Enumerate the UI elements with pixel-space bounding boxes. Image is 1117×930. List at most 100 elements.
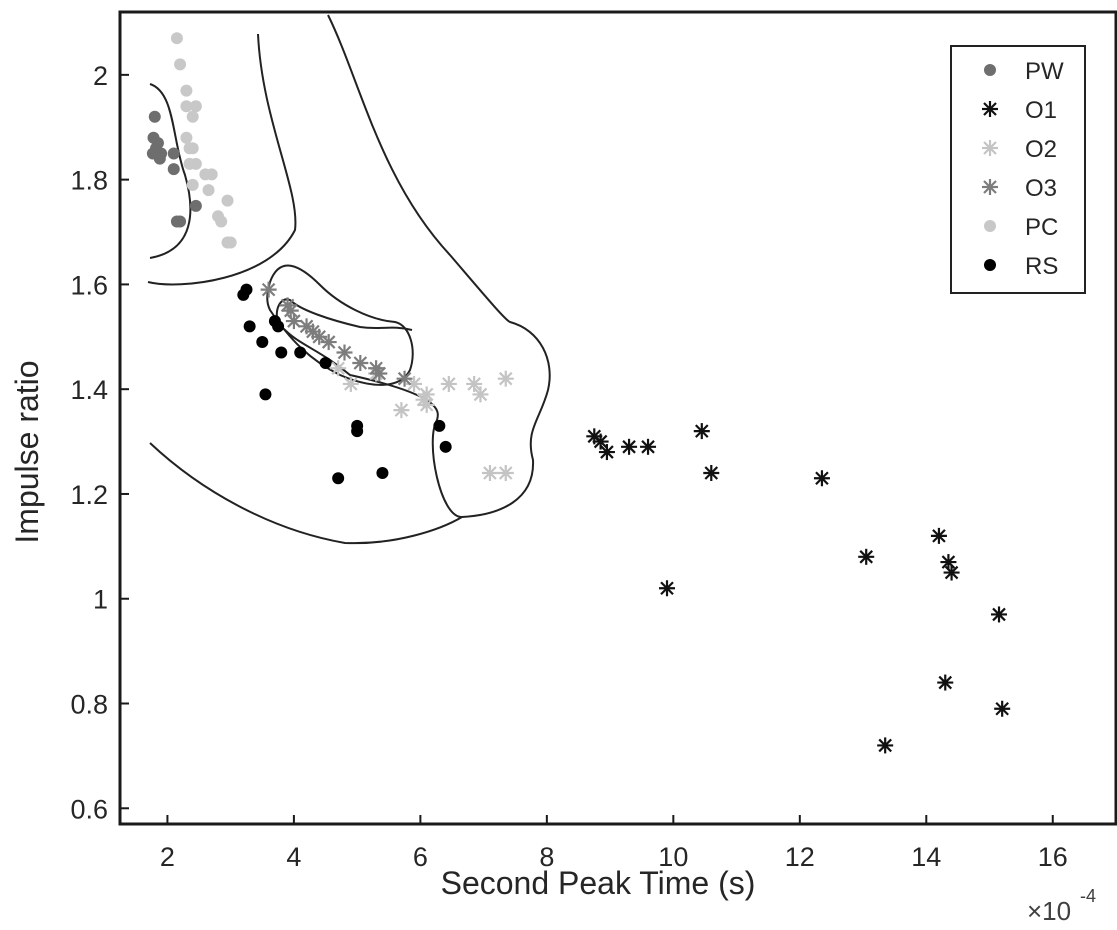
- data-point-o1: [994, 700, 1011, 717]
- data-point-o1: [937, 674, 954, 691]
- y-tick-label: 0.8: [70, 690, 108, 720]
- data-point-o1: [592, 433, 609, 450]
- data-point-o3: [260, 281, 277, 298]
- data-point-o1: [621, 438, 638, 455]
- x-tick-label: 8: [539, 842, 554, 872]
- legend-marker-o1: [982, 101, 998, 117]
- legend-marker-pw: [984, 64, 996, 76]
- data-point-o1: [943, 564, 960, 581]
- legend-marker-rs: [984, 259, 996, 271]
- data-point-o3: [336, 344, 353, 361]
- series-o2: [330, 360, 514, 482]
- x-axis-label: Second Peak Time (s): [441, 865, 756, 901]
- legend-item-o1: O1: [982, 97, 1057, 124]
- legend-label: RS: [1025, 253, 1058, 280]
- data-point-rs: [319, 356, 332, 369]
- data-point-o3: [320, 334, 337, 351]
- series-pw: [146, 110, 202, 228]
- data-point-rs: [332, 472, 345, 485]
- data-point-o3: [282, 302, 299, 319]
- data-point-pc: [174, 58, 187, 71]
- data-point-pc: [189, 100, 202, 113]
- data-point-pc: [215, 215, 228, 228]
- data-point-pw: [151, 136, 164, 149]
- legend-marker-o3: [982, 179, 998, 195]
- data-point-pw: [167, 163, 180, 176]
- data-point-o2: [440, 375, 457, 392]
- data-point-rs: [351, 425, 364, 438]
- data-point-o3: [285, 313, 302, 330]
- y-axis-label: Impulse ratio: [9, 360, 45, 543]
- data-point-o1: [640, 438, 657, 455]
- legend-item-pw: PW: [984, 58, 1064, 85]
- legend-label: PW: [1025, 58, 1064, 85]
- data-point-pw: [174, 215, 187, 228]
- x-tick-label: 16: [1038, 842, 1068, 872]
- x-tick-label: 14: [911, 842, 941, 872]
- legend-item-pc: PC: [984, 214, 1058, 241]
- y-tick-label: 1.6: [70, 270, 108, 300]
- legend-box: [950, 45, 1086, 294]
- plot-points: [146, 32, 1011, 754]
- y-ticks: 0.6 0.8 1 1.2 1.4 1.6 1.8 2: [70, 61, 129, 824]
- data-point-o2: [497, 465, 514, 482]
- region-outline-o3: [266, 264, 414, 386]
- region-outline-pw: [149, 83, 192, 259]
- x-axis-multiplier-exponent: -4: [1080, 886, 1096, 906]
- legend: PW O1 O2 O3 PC RS: [950, 45, 1086, 294]
- data-point-o2: [472, 386, 489, 403]
- data-point-o1: [598, 444, 615, 461]
- data-point-o1: [940, 554, 957, 571]
- data-point-pw: [148, 110, 161, 123]
- plot-frame: [118, 10, 1117, 826]
- data-point-o1: [930, 527, 947, 544]
- y-tick-label: 1.2: [70, 480, 108, 510]
- data-point-pw: [189, 199, 202, 212]
- x-tick-label: 10: [658, 842, 688, 872]
- data-point-o2: [466, 375, 483, 392]
- x-axis-multiplier: ×10: [1027, 896, 1071, 926]
- y-tick-label: 2: [93, 61, 108, 91]
- data-point-pc: [180, 100, 193, 113]
- region-outline-rs: [149, 442, 463, 545]
- x-ticks: 2 4 6 8 10 12 14 16: [160, 815, 1068, 872]
- data-point-pc: [180, 131, 193, 144]
- data-point-o2: [342, 375, 359, 392]
- data-point-pw: [167, 147, 180, 160]
- legend-label: O2: [1025, 136, 1057, 163]
- data-point-pc: [205, 168, 218, 181]
- data-point-o3: [352, 354, 369, 371]
- data-point-o1: [703, 465, 720, 482]
- data-point-pc: [186, 142, 199, 155]
- data-point-pc: [170, 32, 183, 45]
- data-point-o2: [418, 396, 435, 413]
- data-point-o1: [991, 606, 1008, 623]
- legend-label: O3: [1025, 175, 1057, 202]
- series-pc: [170, 32, 237, 249]
- data-point-o2: [481, 465, 498, 482]
- legend-marker-pc: [984, 220, 996, 232]
- data-point-rs: [439, 440, 452, 453]
- data-point-pc: [221, 194, 234, 207]
- data-point-rs: [275, 346, 288, 359]
- data-point-rs: [376, 467, 389, 480]
- legend-item-o2: O2: [982, 136, 1057, 163]
- data-point-o2: [393, 402, 410, 419]
- region-outline-o2: [275, 14, 551, 519]
- data-point-rs: [433, 419, 446, 432]
- data-point-o3: [396, 370, 413, 387]
- data-point-pc: [180, 84, 193, 97]
- y-tick-label: 1.8: [70, 166, 108, 196]
- data-point-rs: [243, 320, 256, 333]
- data-point-o2: [497, 370, 514, 387]
- data-point-rs: [259, 388, 272, 401]
- data-point-pc: [186, 178, 199, 191]
- data-point-rs: [256, 336, 269, 349]
- x-tick-label: 2: [160, 842, 175, 872]
- x-tick-label: 12: [785, 842, 815, 872]
- data-point-pc: [186, 110, 199, 123]
- data-point-o1: [877, 737, 894, 754]
- data-point-o1: [693, 423, 710, 440]
- region-outline-pc: [147, 33, 297, 286]
- series-o3: [260, 281, 413, 387]
